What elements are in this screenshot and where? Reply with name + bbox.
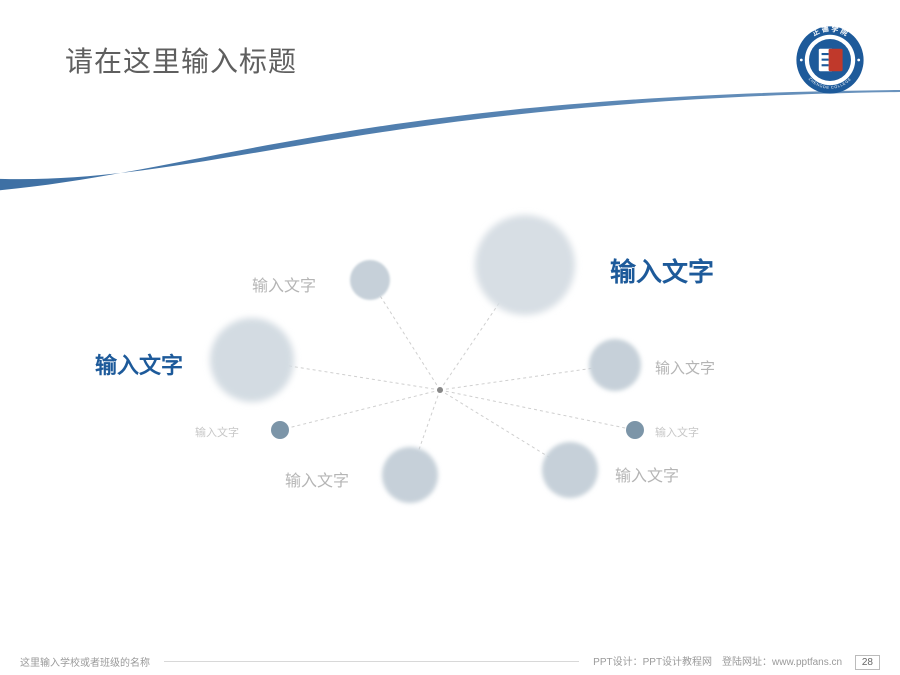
bubble-n5[interactable] (382, 447, 438, 503)
footer-bar: 这里输入学校或者班级的名称 PPT设计：PPT设计教程网 登陆网址：www.pp… (0, 647, 900, 675)
connector-n4 (440, 365, 615, 390)
footer-left-text: 这里输入学校或者班级的名称 (20, 654, 150, 669)
bubble-label-n6[interactable]: 输入文字 (615, 462, 679, 486)
bubble-n4[interactable] (589, 339, 641, 391)
bubble-label-n7[interactable]: 输入文字 (195, 424, 239, 440)
bubble-n7[interactable] (271, 421, 289, 439)
bubble-n6[interactable] (542, 442, 598, 498)
footer-right-text: PPT设计：PPT设计教程网 登陆网址：www.pptfans.cn 28 (593, 653, 880, 670)
bubble-n8[interactable] (626, 421, 644, 439)
slide: 请在这里输入标题 正 德 学 院 ZHENGDE COLLEGE 输入文字输入文… (0, 0, 900, 675)
bubble-label-n1[interactable]: 输入文字 (610, 252, 714, 289)
bubble-nodes (210, 215, 644, 503)
bubble-n1[interactable] (475, 215, 575, 315)
bubble-label-n2[interactable]: 输入文字 (95, 348, 183, 380)
connector-n7 (280, 390, 440, 430)
connector-n8 (440, 390, 635, 430)
bubble-n3[interactable] (350, 260, 390, 300)
page-number: 28 (855, 655, 880, 670)
bubble-label-n3[interactable]: 输入文字 (252, 272, 316, 296)
bubble-label-n4[interactable]: 输入文字 (655, 357, 715, 378)
bubble-label-n8[interactable]: 输入文字 (655, 424, 699, 440)
bubble-n2[interactable] (210, 318, 294, 402)
radial-diagram (0, 0, 900, 675)
bubble-label-n5[interactable]: 输入文字 (285, 467, 349, 491)
footer-divider (164, 661, 579, 662)
